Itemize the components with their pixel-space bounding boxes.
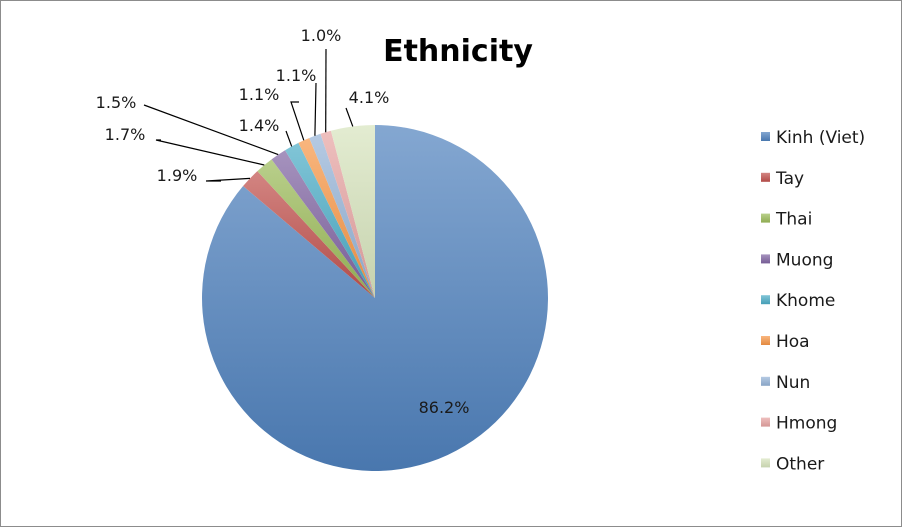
legend-swatch-muong [761, 254, 770, 264]
legend-label-thai: Thai [775, 210, 812, 230]
legend-label-muong: Muong [776, 250, 833, 270]
data-label-muong: 1.5% [96, 93, 137, 112]
legend-label-hmong: Hmong [776, 414, 837, 434]
leader-line-muong [143, 104, 279, 156]
legend-item-muong: Muong [761, 250, 833, 270]
data-label-nun: 1.1% [276, 66, 317, 85]
data-label-kinh-viet: 86.2% [419, 398, 470, 417]
legend-swatch-nun [761, 376, 770, 386]
legend-item-khome: Khome [761, 291, 835, 311]
leader-line-nun [314, 82, 317, 136]
data-label-hoa: 1.1% [239, 85, 280, 104]
pie-slice-khome [285, 142, 375, 298]
legend-swatch-thai [761, 213, 770, 223]
legend-item-nun: Nun [761, 373, 810, 393]
leader-line-hoa [290, 101, 305, 141]
legend-swatch-hmong [761, 417, 770, 427]
legend-label-other: Other [776, 454, 824, 474]
pie-slice-muong [271, 150, 375, 298]
pie-slice-kinh-viet [202, 125, 549, 471]
legend-label-kinh-viet: Kinh (Viet) [776, 128, 865, 148]
legend-item-other: Other [761, 454, 824, 474]
data-label-thai: 1.7% [105, 125, 146, 144]
data-label-khome: 1.4% [239, 116, 280, 135]
pie-slice-nun [309, 133, 375, 298]
legend-swatch-khome [761, 295, 770, 305]
pie-slices [202, 125, 549, 471]
legend-item-kinh-viet: Kinh (Viet) [761, 128, 865, 148]
legend: Kinh (Viet) Tay Thai Muong Khome Hoa Nun Hmong O… [761, 128, 865, 474]
data-label-tay: 1.9% [157, 166, 198, 185]
legend-swatch-tay [761, 172, 770, 182]
legend-label-nun: Nun [776, 373, 810, 393]
legend-swatch-hoa [761, 336, 770, 345]
legend-swatch-other [761, 458, 770, 468]
legend-item-hmong: Hmong [761, 414, 837, 434]
leader-line-khome [285, 130, 293, 147]
pie-slice-other [330, 125, 375, 298]
legend-item-thai: Thai [761, 210, 812, 230]
legend-label-tay: Tay [775, 169, 804, 189]
leader-line-other [345, 107, 354, 127]
pie-slice-thai [257, 159, 375, 298]
data-labels: 86.2% 1.9% 1.7% 1.5% 1.4% 1.1%1.1% 1.0% 4.1% [96, 26, 470, 417]
legend-label-hoa: Hoa [776, 332, 810, 352]
chart-title: Ethnicity [383, 34, 533, 69]
leader-line-tay [205, 177, 251, 182]
legend-item-hoa: Hoa [761, 332, 810, 352]
data-label-hmong: 1.0% [301, 26, 342, 45]
pie-slice-hoa [298, 137, 375, 298]
pie-slice-tay [243, 171, 375, 298]
legend-item-tay: Tay [761, 169, 804, 189]
legend-label-khome: Khome [776, 291, 835, 311]
leader-lines [143, 48, 354, 182]
data-label-other: 4.1% [349, 88, 390, 107]
leader-line-thai [155, 139, 265, 166]
pie-slice-hmong [320, 130, 375, 298]
legend-swatch-kinh-viet [761, 132, 770, 141]
